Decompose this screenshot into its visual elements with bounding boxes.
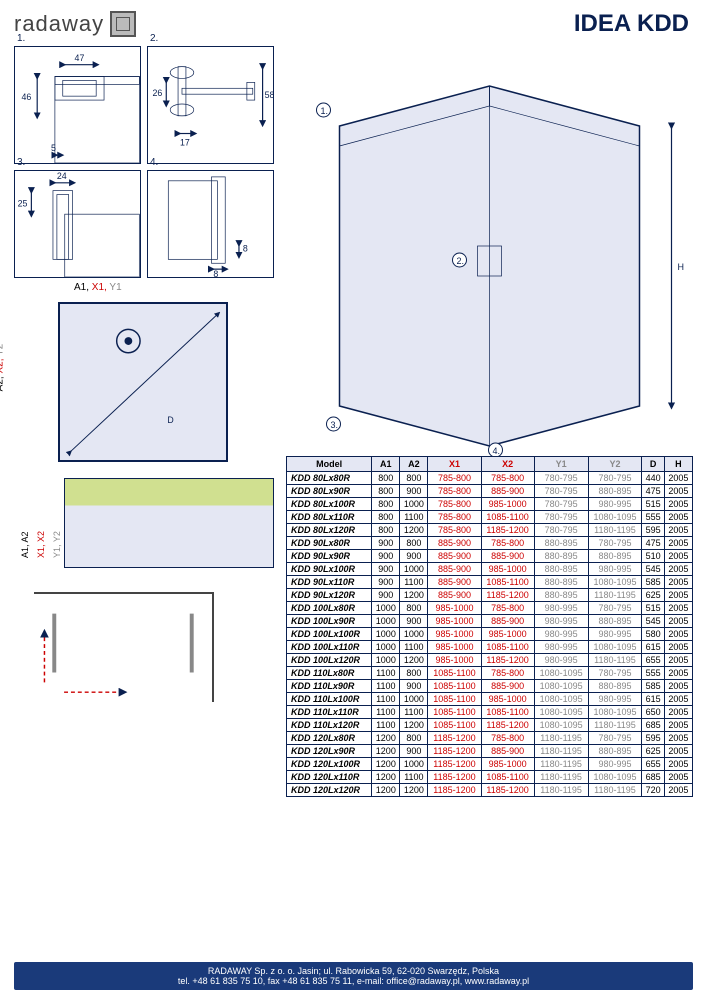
table-row: KDD 100Lx80R1000800985-1000785-800980-99… bbox=[287, 602, 693, 615]
detail-column: 1. 47 46 5 2. bbox=[14, 46, 274, 797]
svg-text:5: 5 bbox=[51, 143, 56, 153]
table-row: KDD 80Lx120R8001200785-8001185-1200780-7… bbox=[287, 524, 693, 537]
svg-text:H: H bbox=[678, 262, 685, 272]
table-row: KDD 80Lx100R8001000785-800985-1000780-79… bbox=[287, 498, 693, 511]
detail-1-label: 1. bbox=[17, 33, 25, 44]
table-row: KDD 110Lx90R11009001085-1100885-9001080-… bbox=[287, 680, 693, 693]
svg-text:25: 25 bbox=[18, 198, 28, 208]
svg-text:46: 46 bbox=[21, 92, 31, 102]
detail-3-label: 3. bbox=[17, 157, 25, 168]
profile-x-label: X1, X2 bbox=[36, 531, 46, 558]
detail-4-label: 4. bbox=[150, 157, 158, 168]
svg-text:58: 58 bbox=[265, 90, 273, 100]
table-row: KDD 110Lx100R110010001085-1100985-100010… bbox=[287, 693, 693, 706]
profile-section: A1, A2 X1, X2 Y1, Y2 bbox=[14, 478, 274, 578]
footer-line1: RADAWAY Sp. z o. o. Jasin; ul. Rabowicka… bbox=[20, 966, 687, 976]
svg-text:47: 47 bbox=[75, 53, 85, 63]
col-header: D bbox=[642, 457, 664, 472]
main-3d-view: 1. 2. 3. 4. H bbox=[286, 46, 693, 456]
col-header: H bbox=[664, 457, 692, 472]
svg-text:2.: 2. bbox=[457, 256, 465, 266]
bottom-plan bbox=[14, 592, 274, 702]
col-header: A1 bbox=[372, 457, 400, 472]
detail-1: 1. 47 46 5 bbox=[14, 46, 141, 164]
table-row: KDD 90Lx80R900800885-900785-800880-89578… bbox=[287, 537, 693, 550]
table-row: KDD 120Lx100R120010001185-1200985-100011… bbox=[287, 758, 693, 771]
table-row: KDD 90Lx110R9001100885-9001085-1100880-8… bbox=[287, 576, 693, 589]
table-row: KDD 100Lx110R10001100985-10001085-110098… bbox=[287, 641, 693, 654]
table-row: KDD 120Lx80R12008001185-1200785-8001180-… bbox=[287, 732, 693, 745]
footer-line2: tel. +48 61 835 75 10, fax +48 61 835 75… bbox=[20, 976, 687, 986]
table-row: KDD 110Lx110R110011001085-11001085-11001… bbox=[287, 706, 693, 719]
col-header: X1 bbox=[428, 457, 481, 472]
detail-2-label: 2. bbox=[150, 33, 158, 44]
col-header: A2 bbox=[400, 457, 428, 472]
col-header: X2 bbox=[481, 457, 534, 472]
plan-top-label: A1, X1, Y1 bbox=[74, 282, 122, 293]
svg-text:17: 17 bbox=[180, 137, 190, 147]
table-row: KDD 90Lx120R9001200885-9001185-1200880-8… bbox=[287, 589, 693, 602]
logo-text: radaway bbox=[14, 11, 104, 37]
svg-text:24: 24 bbox=[57, 171, 67, 181]
svg-text:3.: 3. bbox=[331, 420, 339, 430]
col-header: Y1 bbox=[534, 457, 588, 472]
table-row: KDD 100Lx90R1000900985-1000885-900980-99… bbox=[287, 615, 693, 628]
table-row: KDD 80Lx110R8001100785-8001085-1100780-7… bbox=[287, 511, 693, 524]
table-row: KDD 90Lx90R900900885-900885-900880-89588… bbox=[287, 550, 693, 563]
detail-4: 4. 8 8 bbox=[147, 170, 274, 278]
table-row: KDD 80Lx90R800900785-800885-900780-79588… bbox=[287, 485, 693, 498]
col-header: Model bbox=[287, 457, 372, 472]
detail-3: 3. 24 25 bbox=[14, 170, 141, 278]
dimensions-table: ModelA1A2X1X2Y1Y2DH KDD 80Lx80R800800785… bbox=[286, 456, 693, 797]
table-row: KDD 100Lx120R10001200985-10001185-120098… bbox=[287, 654, 693, 667]
svg-text:4.: 4. bbox=[493, 446, 501, 456]
plan-left-label: A2, X2, Y2 bbox=[0, 344, 5, 392]
footer: RADAWAY Sp. z o. o. Jasin; ul. Rabowicka… bbox=[14, 962, 693, 990]
plan-view: A1, X1, Y1 A2, X2, Y2 D bbox=[14, 302, 274, 462]
detail-2: 2. 26 17 58 bbox=[147, 46, 274, 164]
table-row: KDD 110Lx120R110012001085-11001185-12001… bbox=[287, 719, 693, 732]
page-title: IDEA KDD bbox=[574, 10, 689, 38]
table-row: KDD 110Lx80R11008001085-1100785-8001080-… bbox=[287, 667, 693, 680]
table-row: KDD 80Lx80R800800785-800785-800780-79578… bbox=[287, 472, 693, 485]
svg-text:1.: 1. bbox=[321, 106, 329, 116]
svg-text:26: 26 bbox=[153, 88, 163, 98]
table-row: KDD 90Lx100R9001000885-900985-1000880-89… bbox=[287, 563, 693, 576]
logo-icon bbox=[110, 11, 136, 37]
logo: radaway bbox=[14, 11, 136, 37]
table-row: KDD 120Lx120R120012001185-12001185-12001… bbox=[287, 784, 693, 797]
svg-text:8: 8 bbox=[243, 243, 248, 253]
svg-text:D: D bbox=[167, 415, 173, 425]
col-header: Y2 bbox=[588, 457, 642, 472]
profile-a-label: A1, A2 bbox=[20, 531, 30, 558]
table-row: KDD 120Lx90R12009001185-1200885-9001180-… bbox=[287, 745, 693, 758]
svg-text:8: 8 bbox=[213, 269, 218, 277]
table-row: KDD 100Lx100R10001000985-1000985-1000980… bbox=[287, 628, 693, 641]
table-row: KDD 120Lx110R120011001185-12001085-11001… bbox=[287, 771, 693, 784]
profile-y-label: Y1, Y2 bbox=[52, 531, 62, 558]
